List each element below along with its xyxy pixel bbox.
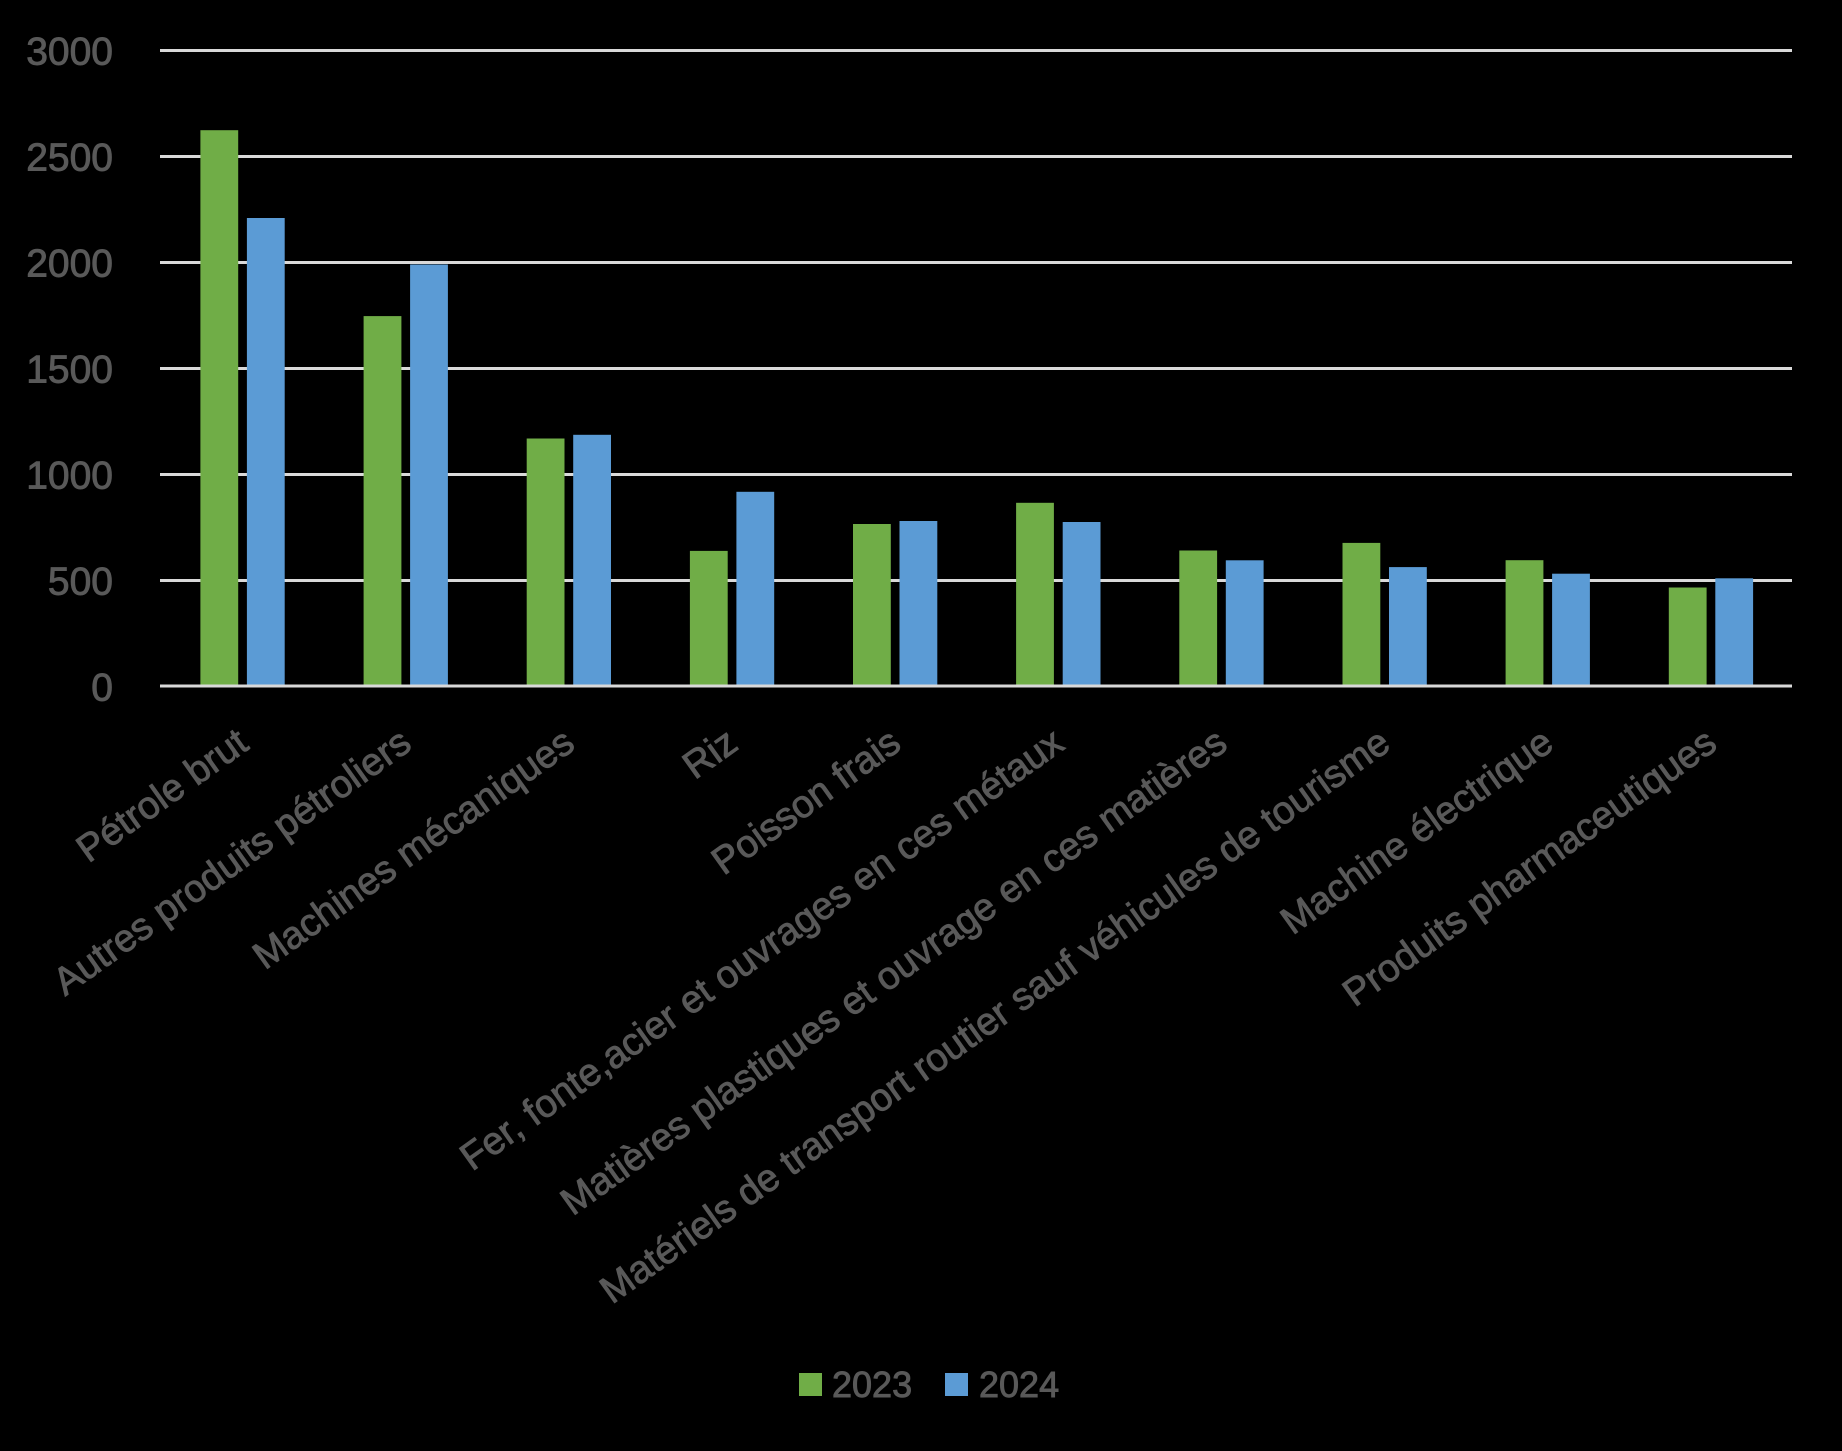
svg-text:1000: 1000 [26,455,113,498]
svg-text:2023: 2023 [832,1364,912,1405]
svg-text:0: 0 [91,667,113,710]
svg-text:3000: 3000 [26,31,113,74]
svg-text:2500: 2500 [26,137,113,180]
svg-text:1500: 1500 [26,349,113,392]
svg-text:500: 500 [48,561,113,604]
svg-text:2000: 2000 [26,243,113,286]
svg-text:2024: 2024 [979,1364,1059,1405]
